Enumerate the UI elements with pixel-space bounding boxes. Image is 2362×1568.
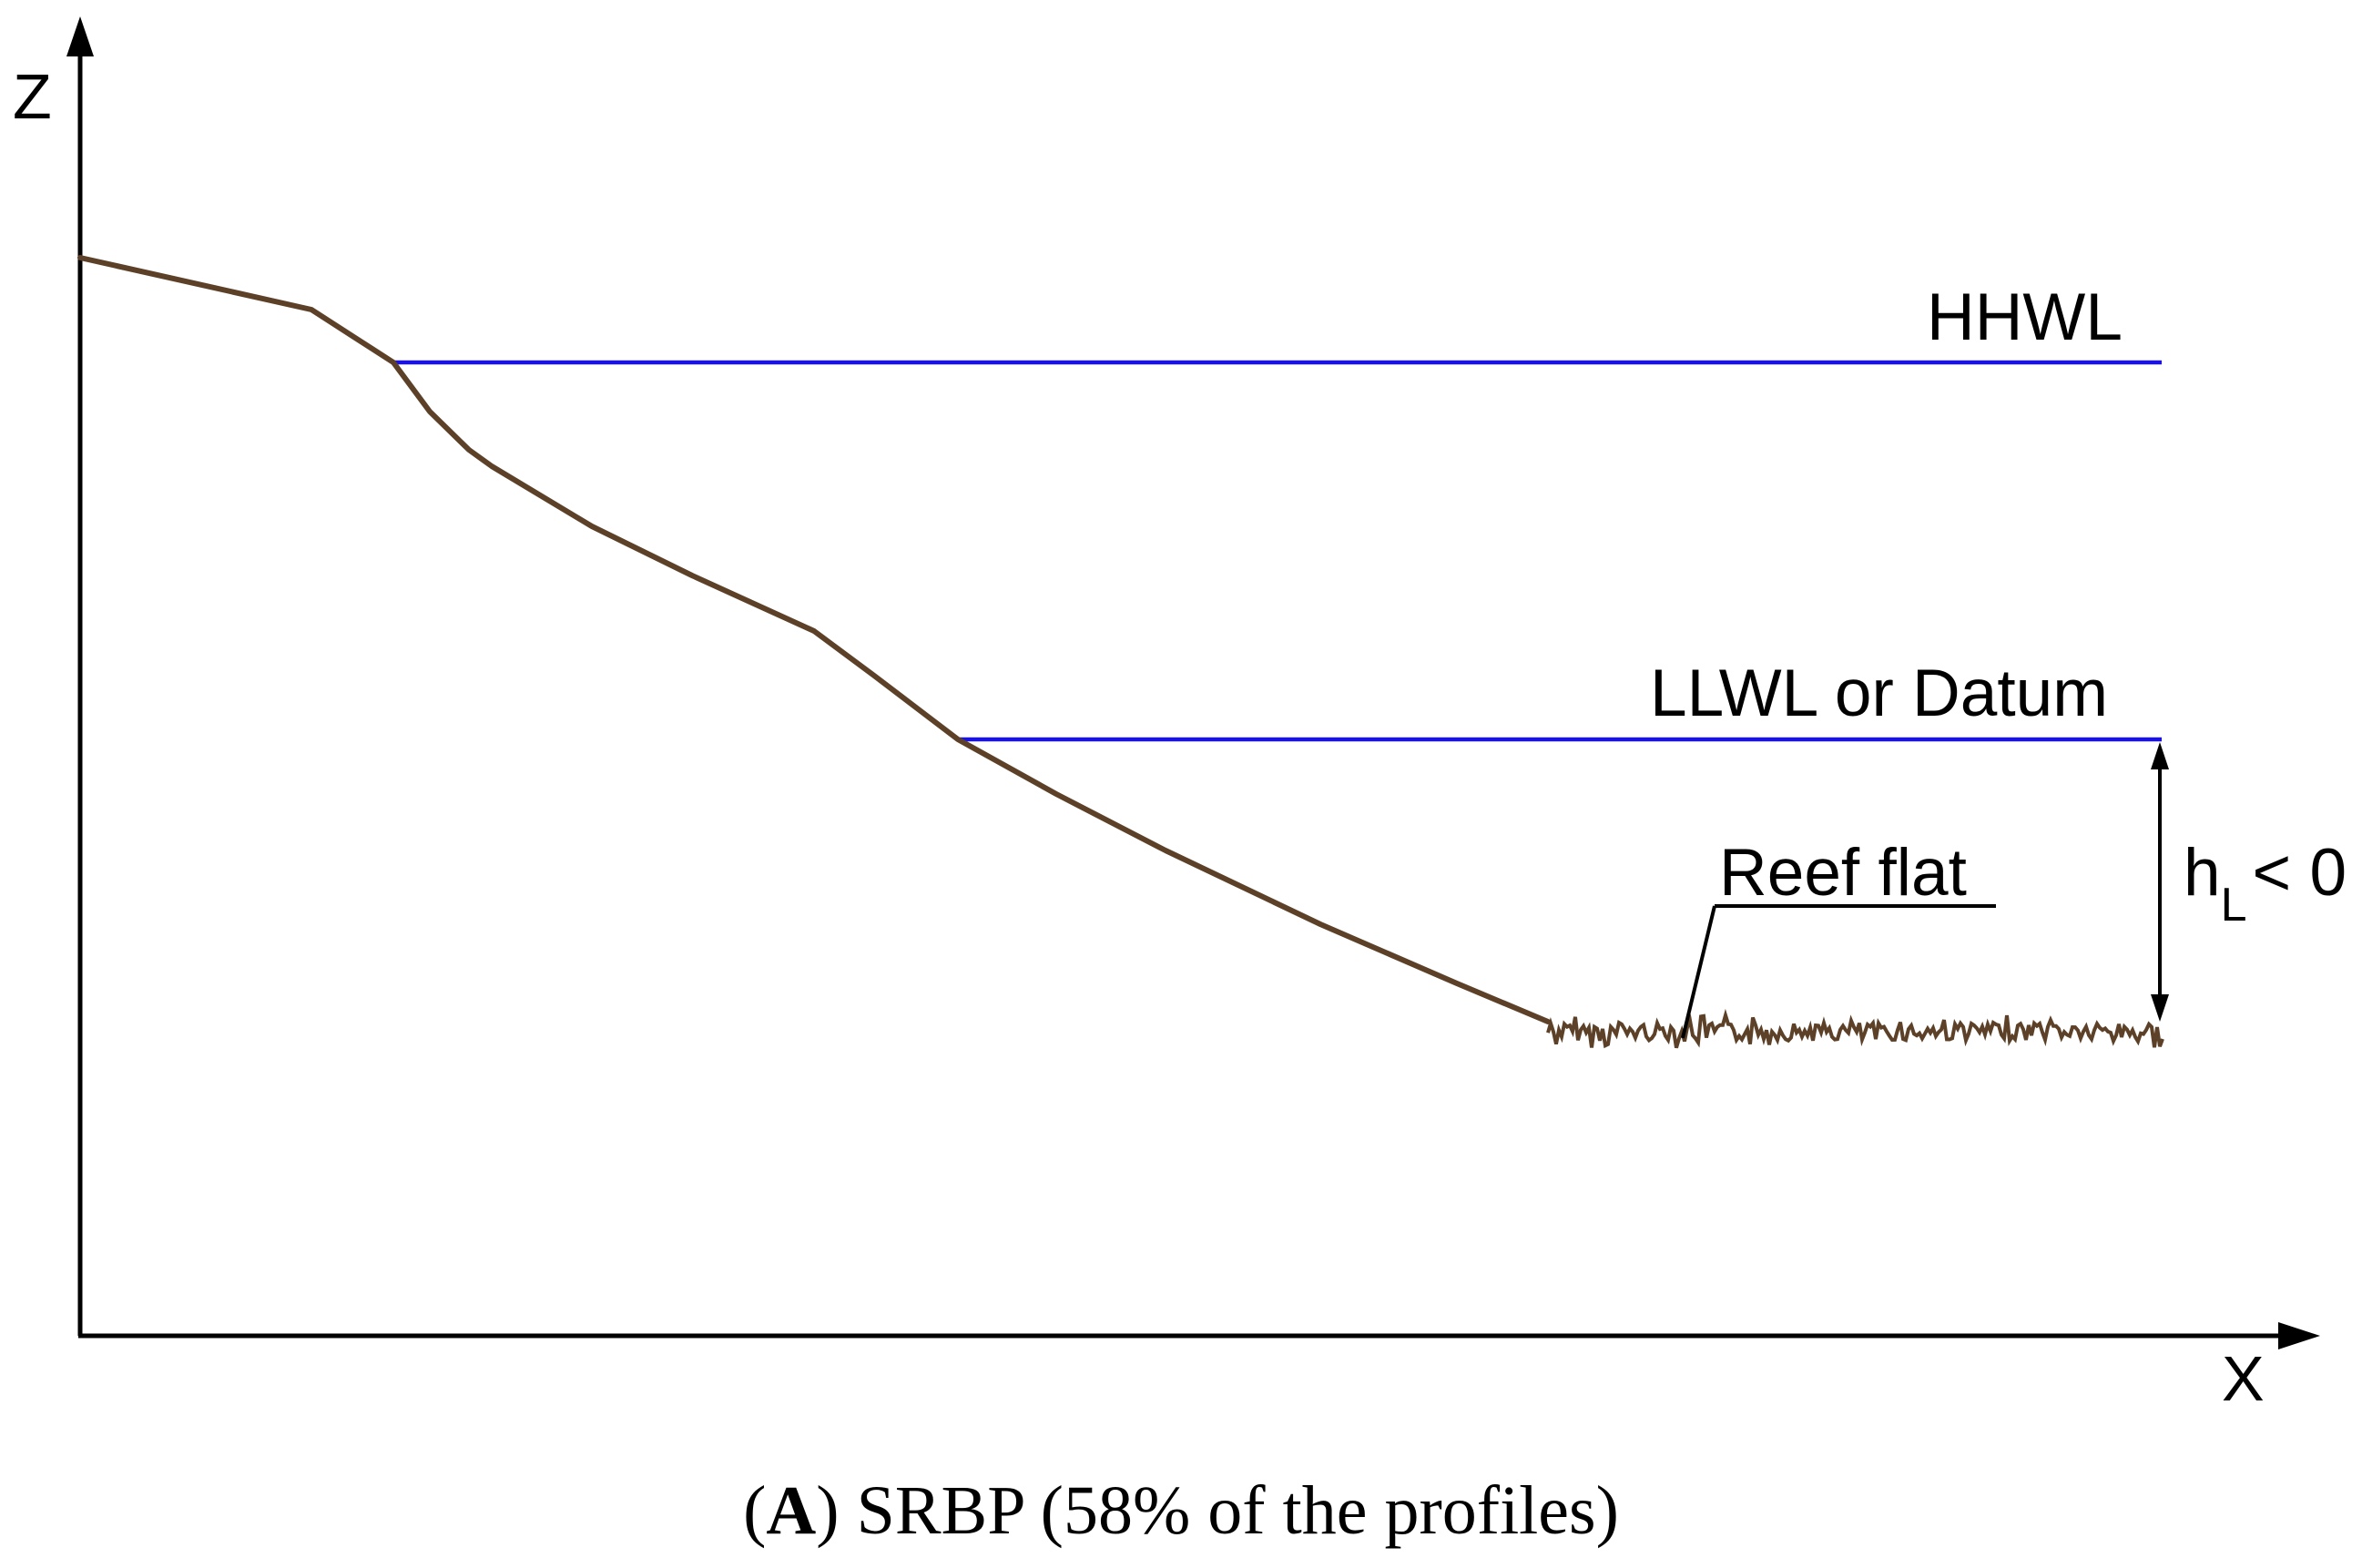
hhwl-label: HHWL (1927, 280, 2123, 354)
beach-profile (77, 255, 1551, 1024)
depth-symbol: h (2184, 836, 2221, 910)
figure-caption: (A) SRBP (58% of the profiles) (743, 1472, 1619, 1549)
caption-panel-letter: A (766, 1472, 816, 1549)
depth-arrowhead-top (2151, 742, 2169, 769)
z-axis-arrowhead (66, 16, 94, 56)
depth-arrowhead-bottom (2151, 994, 2169, 1022)
depth-subscript: L (2221, 879, 2247, 932)
caption-close-paren: ) (816, 1472, 839, 1549)
reef-flat-label: Reef flat (1719, 836, 1967, 910)
llwl-label: LLWL or Datum (1650, 657, 2108, 730)
x-axis-arrowhead (2278, 1322, 2320, 1349)
reef-flat-surface (1546, 1008, 2164, 1049)
caption-text: SRBP (58% of the profiles) (840, 1472, 1619, 1549)
depth-relation: < 0 (2253, 836, 2347, 910)
reef-flat-leader (1681, 905, 1716, 1039)
caption-open-paren: ( (743, 1472, 766, 1549)
z-axis-label: Z (13, 61, 52, 132)
x-axis-label: X (2222, 1343, 2265, 1414)
depth-label: hL< 0 (2184, 836, 2347, 932)
